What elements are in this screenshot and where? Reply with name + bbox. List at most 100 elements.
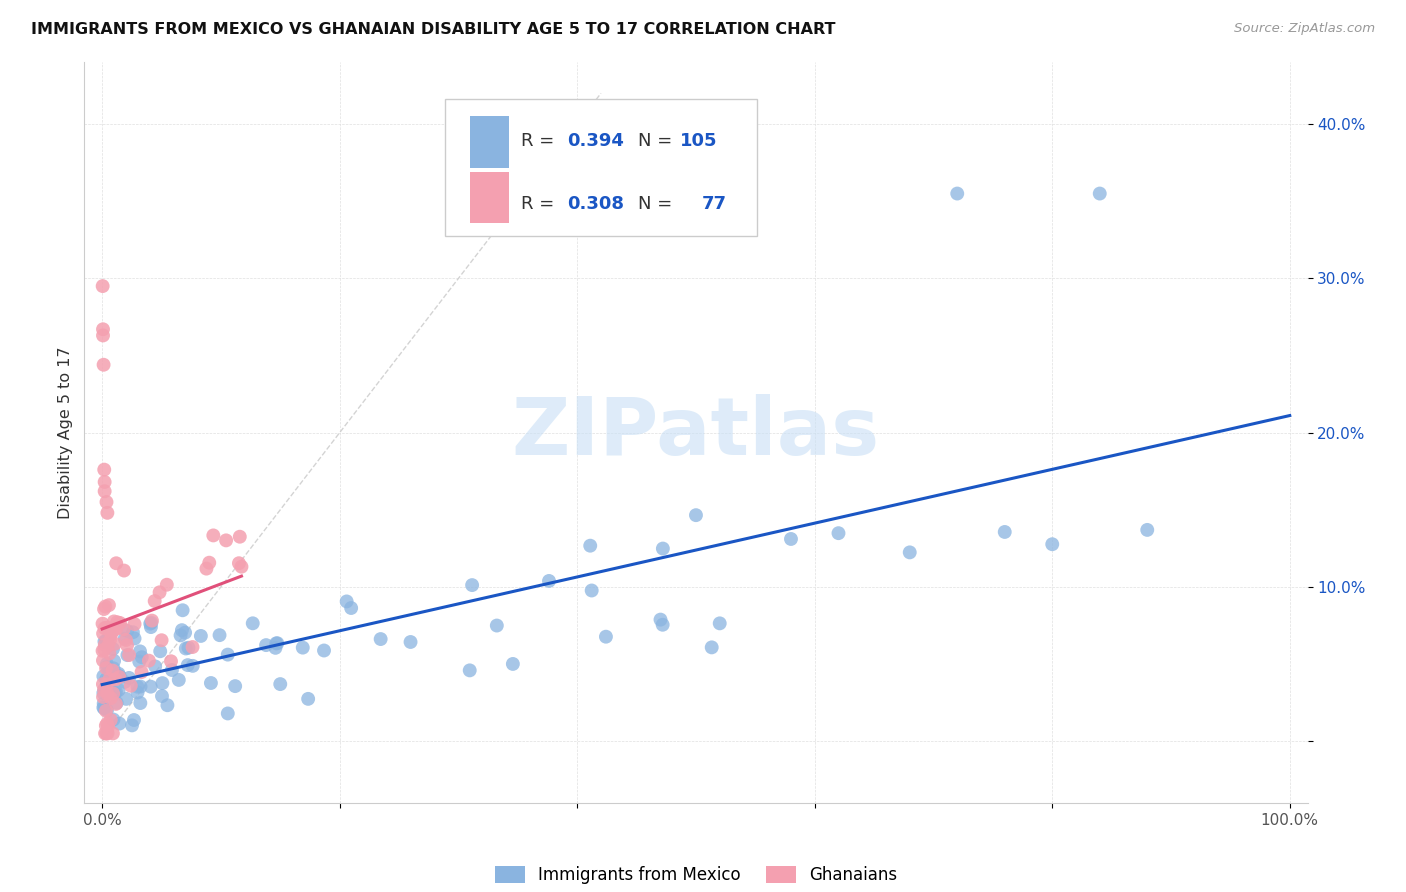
Point: [195, 561, 218, 575]
Point: [174, 625, 197, 640]
Point: [458, 664, 481, 678]
Point: [502, 657, 524, 671]
Point: [160, 663, 183, 677]
Point: [93, 462, 115, 476]
Point: [96, 506, 118, 520]
Point: [242, 616, 264, 631]
Point: [650, 613, 672, 627]
Point: [131, 650, 153, 665]
Point: [224, 679, 246, 693]
Y-axis label: Disability Age 5 to 17: Disability Age 5 to 17: [58, 346, 73, 519]
Point: [96, 657, 118, 671]
Point: [108, 670, 131, 684]
Point: [898, 545, 921, 559]
Point: [94, 633, 117, 648]
Point: [93, 669, 115, 683]
Point: [143, 659, 166, 673]
Point: [264, 636, 287, 650]
Point: [96, 716, 118, 731]
Point: [101, 726, 124, 740]
Point: [169, 628, 191, 642]
Point: [115, 691, 138, 706]
Point: [118, 648, 141, 662]
Point: [91, 626, 114, 640]
Point: [103, 661, 125, 675]
Point: [94, 621, 117, 635]
Point: [105, 622, 128, 636]
Point: [96, 660, 118, 674]
Point: [105, 615, 128, 630]
Point: [595, 630, 617, 644]
Point: [651, 617, 673, 632]
Text: 0.394: 0.394: [568, 132, 624, 150]
Point: [114, 632, 136, 646]
Point: [96, 495, 118, 509]
Point: [96, 726, 118, 740]
Point: [94, 661, 117, 675]
Point: [114, 674, 136, 689]
Point: [97, 720, 120, 734]
Text: Source: ZipAtlas.com: Source: ZipAtlas.com: [1234, 22, 1375, 36]
Point: [150, 676, 173, 690]
Point: [297, 691, 319, 706]
Text: ZIPatlas: ZIPatlas: [512, 393, 880, 472]
Point: [101, 686, 124, 700]
Point: [202, 528, 225, 542]
Point: [336, 594, 359, 608]
Point: [101, 624, 124, 639]
Point: [177, 640, 200, 655]
Point: [117, 648, 139, 662]
Point: [581, 583, 603, 598]
Point: [100, 685, 122, 699]
Point: [1088, 186, 1111, 201]
Point: [124, 617, 146, 632]
Point: [94, 704, 117, 718]
Point: [946, 186, 969, 201]
Point: [115, 638, 138, 652]
Point: [107, 666, 129, 681]
Point: [97, 639, 120, 653]
Point: [91, 690, 114, 704]
Point: [98, 633, 121, 648]
Point: [94, 726, 117, 740]
Point: [208, 628, 231, 642]
Point: [170, 623, 193, 637]
Point: [93, 681, 115, 696]
Point: [100, 713, 122, 727]
Text: IMMIGRANTS FROM MEXICO VS GHANAIAN DISABILITY AGE 5 TO 17 CORRELATION CHART: IMMIGRANTS FROM MEXICO VS GHANAIAN DISAB…: [31, 22, 835, 37]
Point: [200, 676, 222, 690]
Point: [104, 637, 127, 651]
Point: [96, 677, 118, 691]
Point: [143, 594, 166, 608]
Point: [160, 654, 183, 668]
Point: [94, 599, 117, 614]
Point: [93, 686, 115, 700]
Point: [108, 670, 131, 684]
Text: R =: R =: [522, 132, 560, 150]
Point: [104, 686, 127, 700]
Point: [229, 530, 252, 544]
Point: [340, 601, 363, 615]
Point: [172, 603, 194, 617]
Point: [101, 664, 124, 678]
Point: [100, 626, 122, 640]
Point: [181, 658, 204, 673]
Point: [108, 615, 131, 630]
Point: [217, 648, 239, 662]
Point: [93, 358, 115, 372]
Point: [141, 615, 163, 630]
Point: [579, 539, 602, 553]
Point: [122, 625, 145, 640]
Point: [128, 655, 150, 669]
Point: [103, 713, 125, 727]
Point: [399, 635, 422, 649]
Point: [93, 475, 115, 489]
Point: [100, 672, 122, 686]
Point: [181, 640, 204, 654]
Text: R =: R =: [522, 194, 560, 212]
Point: [370, 632, 392, 646]
Point: [91, 279, 114, 293]
Point: [100, 691, 122, 706]
Point: [105, 556, 128, 570]
Point: [190, 629, 212, 643]
